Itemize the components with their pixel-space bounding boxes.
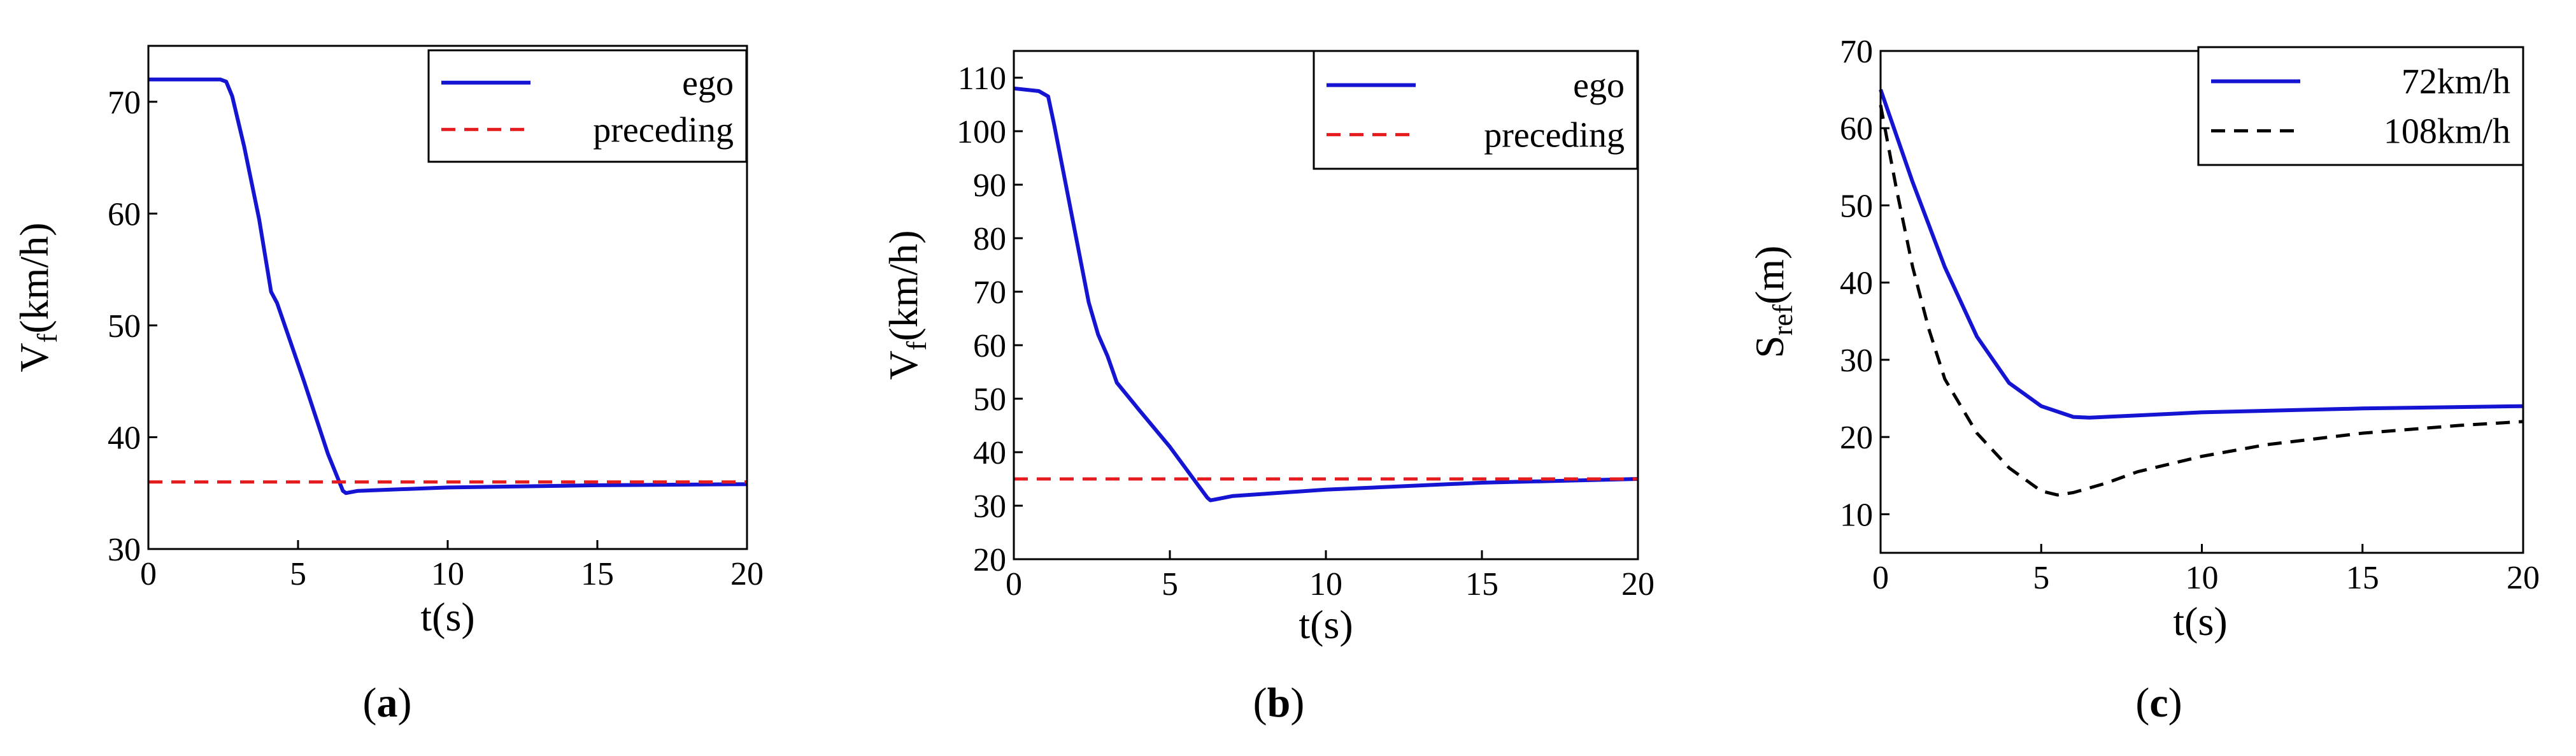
legend-label: ego xyxy=(1573,66,1625,106)
panel-label-letter: b xyxy=(1267,680,1291,726)
y-tick-label: 80 xyxy=(973,221,1006,257)
y-tick-label: 100 xyxy=(957,114,1006,150)
x-tick-label: 10 xyxy=(2186,560,2219,596)
y-axis-label: Vf(km/h) xyxy=(881,230,932,380)
y-tick-label: 40 xyxy=(108,420,141,456)
y-tick-label: 50 xyxy=(973,382,1006,418)
y-axis-label-unit: (m) xyxy=(1747,246,1792,304)
series-line-ego xyxy=(1013,86,1639,503)
legend-label: preceding xyxy=(1484,115,1625,155)
x-tick-label: 10 xyxy=(1309,566,1342,603)
x-tick-label: 0 xyxy=(1006,566,1022,603)
panel-label-open: ( xyxy=(2135,680,2149,726)
y-axis-label-subscript: ref xyxy=(1767,304,1798,336)
chart-3: 0 5 10 15 20 10 20 30 40 50 60 70 t(s) Sref(m) 72km/h 1… xyxy=(1747,34,2540,726)
y-tick-label: 40 xyxy=(973,435,1006,471)
x-tick-label: 5 xyxy=(290,556,306,592)
x-tick-label: 15 xyxy=(581,556,614,592)
y-axis-label-subscript: f xyxy=(32,333,63,343)
y-tick-label: 70 xyxy=(1840,34,1873,70)
legend: ego preceding xyxy=(427,49,748,163)
legend-box xyxy=(2197,46,2524,166)
y-axis-label: Vf(km/h) xyxy=(11,222,63,372)
legend-label: 108km/h xyxy=(2384,111,2510,151)
x-tick-label: 15 xyxy=(1465,566,1498,603)
y-tick-label: 50 xyxy=(108,308,141,345)
x-tick-label: 0 xyxy=(140,556,157,592)
x-tick-label: 5 xyxy=(2033,560,2049,596)
y-axis-label: Sref(m) xyxy=(1747,246,1798,359)
y-tick-label: 60 xyxy=(1840,111,1873,147)
panel-label: (c) xyxy=(2135,680,2182,726)
x-tick-label: 5 xyxy=(1162,566,1178,603)
panel-label-close: ) xyxy=(398,680,412,726)
y-tick-label: 90 xyxy=(973,168,1006,204)
y-axis-label-unit: (km/h) xyxy=(881,230,926,341)
y-tick-label: 50 xyxy=(1840,188,1873,224)
x-tick-label: 10 xyxy=(431,556,464,592)
legend: ego preceding xyxy=(1313,50,1639,170)
y-axis-label-unit: (km/h) xyxy=(11,222,57,333)
y-tick-label: 40 xyxy=(1840,266,1873,302)
series-line-108km-h xyxy=(1879,104,2524,497)
x-tick-label: 20 xyxy=(2507,560,2540,596)
x-tick-label: 20 xyxy=(1621,566,1654,603)
x-tick-label: 15 xyxy=(2346,560,2379,596)
legend: 72km/h 108km/h xyxy=(2197,46,2524,166)
y-tick-label: 60 xyxy=(108,196,141,232)
x-tick-label: 20 xyxy=(730,556,764,592)
y-tick-label: 30 xyxy=(108,532,141,568)
legend-box xyxy=(427,49,748,163)
panel-label: (a) xyxy=(363,680,412,726)
y-tick-label: 30 xyxy=(973,489,1006,525)
panel-label-open: ( xyxy=(1253,680,1267,726)
panel-label-close: ) xyxy=(1290,680,1304,726)
y-axis-label-subscript: f xyxy=(901,341,932,350)
legend-label: 72km/h xyxy=(2402,62,2510,102)
legend-label: ego xyxy=(682,64,734,103)
x-axis-label: t(s) xyxy=(420,594,474,639)
legend-box xyxy=(1313,50,1639,170)
y-tick-label: 10 xyxy=(1840,497,1873,533)
legend-label: preceding xyxy=(593,110,734,150)
series-line-72km-h xyxy=(1879,89,2524,420)
panel-label-close: ) xyxy=(2168,680,2182,726)
x-axis-label: t(s) xyxy=(1299,602,1353,647)
chart-2: 0 5 10 15 20 20 30 40 50 60 70 80 90 100 110 t(s) Vf(km/… xyxy=(881,50,1654,726)
y-tick-label: 30 xyxy=(1840,343,1873,379)
y-tick-label: 70 xyxy=(108,85,141,121)
panel-label-letter: c xyxy=(2149,680,2168,726)
x-axis-label: t(s) xyxy=(2173,599,2227,644)
y-tick-label: 60 xyxy=(973,328,1006,364)
y-tick-label: 110 xyxy=(958,61,1006,97)
y-tick-label: 70 xyxy=(973,275,1006,311)
panel-label: (b) xyxy=(1253,680,1305,726)
series-line-ego xyxy=(148,77,748,496)
y-tick-label: 20 xyxy=(1840,420,1873,456)
y-axis-label-main: V xyxy=(11,343,57,372)
y-tick-label: 20 xyxy=(973,542,1006,578)
x-tick-label: 0 xyxy=(1872,560,1889,596)
y-axis-label-main: S xyxy=(1747,336,1792,359)
y-axis-label-main: V xyxy=(881,350,926,380)
panel-label-letter: a xyxy=(377,680,398,726)
chart-1: 0 5 10 15 20 30 40 50 60 70 t(s) Vf(km/h) ego precedi… xyxy=(11,45,764,726)
panel-label-open: ( xyxy=(363,680,377,726)
